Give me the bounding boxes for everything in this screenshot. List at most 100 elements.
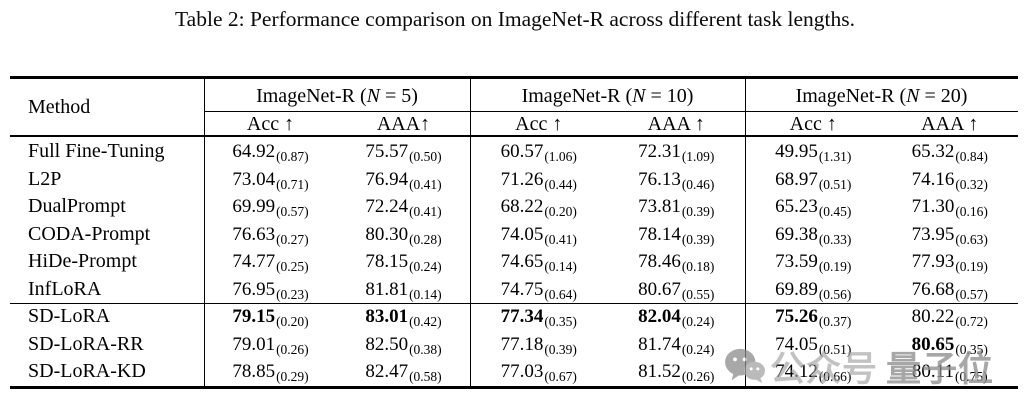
table-row: Full Fine-Tuning 64.92(0.87) 75.57(0.50) 60… bbox=[10, 138, 1018, 166]
table-row: DualPrompt 69.99(0.57) 72.24(0.41) 68.22(0.… bbox=[10, 193, 1018, 221]
metric-std: (0.50) bbox=[409, 149, 442, 164]
metric-std: (0.42) bbox=[409, 314, 442, 329]
metric-value: 77.34 bbox=[500, 306, 544, 327]
metric-value: 76.63 bbox=[232, 223, 276, 245]
metric-std: (0.39) bbox=[681, 231, 715, 247]
col-header-acc: Acc ↑ bbox=[246, 113, 295, 135]
metric-std: (0.19) bbox=[818, 259, 852, 274]
metric-value: 81.81 bbox=[365, 278, 409, 300]
col-header-acc: Acc ↑ bbox=[515, 113, 563, 135]
metric-cell: 80.11(0.75) bbox=[882, 358, 1019, 386]
metric-std: (0.44) bbox=[544, 176, 577, 192]
metric-value: 72.24 bbox=[365, 196, 409, 217]
header-rule bbox=[10, 135, 1018, 137]
metric-std: (0.71) bbox=[276, 176, 309, 192]
metric-std: (0.19) bbox=[955, 259, 988, 274]
metric-cell: 77.34(0.35) bbox=[470, 303, 608, 331]
metric-cell: 74.05(0.51) bbox=[745, 331, 882, 359]
metric-cell: 76.94(0.41) bbox=[337, 166, 470, 194]
section-divider bbox=[10, 303, 1018, 304]
metric-value: 71.30 bbox=[911, 196, 955, 217]
metric-cell: 69.99(0.57) bbox=[204, 193, 337, 221]
col-header-acc: Acc ↑ bbox=[789, 113, 837, 135]
metric-cell: 64.92(0.87) bbox=[204, 138, 337, 166]
metric-value: 75.26 bbox=[775, 306, 818, 327]
metric-std: (1.09) bbox=[681, 149, 715, 164]
metric-value: 74.12 bbox=[775, 361, 818, 383]
metric-value: 78.85 bbox=[232, 361, 276, 383]
table-row: L2P 73.04(0.71) 76.94(0.41) 71.26(0.44) 76.1… bbox=[10, 166, 1018, 194]
metric-value: 65.32 bbox=[911, 141, 955, 162]
metric-std: (0.66) bbox=[818, 369, 852, 385]
group-header-row: ImageNet-R (N = 5) ImageNet-R (N = 10) I… bbox=[10, 79, 1018, 111]
group-label: ImageNet-R ( bbox=[521, 85, 633, 107]
metric-value: 74.05 bbox=[500, 223, 544, 245]
metric-std: (0.32) bbox=[955, 176, 988, 192]
metric-value: 73.81 bbox=[638, 196, 681, 217]
metric-std: (0.26) bbox=[681, 369, 715, 385]
group-label: ImageNet-R ( bbox=[795, 85, 907, 107]
metric-value: 74.16 bbox=[911, 168, 955, 190]
metric-value: 78.46 bbox=[638, 251, 681, 272]
metric-value: 80.65 bbox=[911, 333, 955, 355]
group-header-n5: ImageNet-R (N = 5) bbox=[204, 79, 470, 111]
metric-std: (0.41) bbox=[409, 176, 442, 192]
math-var: N bbox=[366, 85, 380, 107]
metric-std: (0.26) bbox=[276, 341, 309, 357]
metric-cell: 83.01(0.42) bbox=[337, 303, 470, 331]
metric-std: (0.63) bbox=[955, 231, 988, 247]
table-row: SD-LoRA 79.15(0.20) 83.01(0.42) 77.34(0.35)… bbox=[10, 303, 1018, 331]
metric-value: 69.99 bbox=[232, 196, 276, 217]
metric-value: 69.38 bbox=[775, 223, 818, 245]
metric-std: (1.31) bbox=[818, 149, 852, 164]
metric-cell: 82.04(0.24) bbox=[608, 303, 746, 331]
metric-cell: 65.32(0.84) bbox=[882, 138, 1019, 166]
group-label: ImageNet-R ( bbox=[256, 85, 367, 107]
metric-value: 69.89 bbox=[775, 278, 818, 300]
metric-value: 80.30 bbox=[365, 223, 409, 245]
metric-std: (0.75) bbox=[954, 369, 988, 385]
metric-value: 73.95 bbox=[911, 223, 955, 245]
metric-std: (0.14) bbox=[409, 286, 442, 302]
col-header-aaa: AAA ↑ bbox=[921, 113, 979, 135]
group-header-spacer bbox=[10, 79, 204, 111]
metric-cell: 49.95(1.31) bbox=[745, 138, 882, 166]
metric-value: 81.52 bbox=[638, 361, 681, 383]
metric-std: (0.41) bbox=[544, 231, 577, 247]
metric-value: 74.05 bbox=[775, 333, 818, 355]
metric-cell: 73.04(0.71) bbox=[204, 166, 337, 194]
table-caption: Table 2: Performance comparison on Image… bbox=[175, 7, 855, 31]
metric-value: 74.75 bbox=[500, 278, 544, 300]
metric-cell: 79.15(0.20) bbox=[204, 303, 337, 331]
metric-value: 49.95 bbox=[775, 141, 818, 162]
metric-std: (0.41) bbox=[409, 204, 442, 219]
metric-std: (0.24) bbox=[681, 314, 715, 329]
metric-value: 74.65 bbox=[500, 251, 544, 272]
metric-std: (0.33) bbox=[818, 231, 852, 247]
metric-std: (0.57) bbox=[955, 286, 988, 302]
metric-cell: 74.77(0.25) bbox=[204, 248, 337, 276]
metric-cell: 71.26(0.44) bbox=[470, 166, 608, 194]
metric-std: (0.84) bbox=[955, 149, 988, 164]
metric-std: (0.51) bbox=[818, 176, 852, 192]
metric-cell: 82.47(0.58) bbox=[337, 358, 470, 386]
metric-std: (0.55) bbox=[681, 286, 715, 302]
metric-std: (0.24) bbox=[681, 341, 715, 357]
metric-cell: 74.16(0.32) bbox=[882, 166, 1019, 194]
header-underline bbox=[204, 111, 1018, 112]
metric-std: (0.46) bbox=[681, 176, 715, 192]
metric-value: 78.14 bbox=[638, 223, 681, 245]
metric-cell: 74.75(0.64) bbox=[470, 276, 608, 304]
group-label: = 20) bbox=[919, 85, 968, 107]
metric-cell: 75.26(0.37) bbox=[745, 303, 882, 331]
table-row: SD-LoRA-RR 79.01(0.26) 82.50(0.38) 77.18(0.… bbox=[10, 331, 1018, 359]
metric-value: 82.47 bbox=[365, 361, 409, 383]
metric-cell: 80.67(0.55) bbox=[608, 276, 746, 304]
metric-cell: 72.31(1.09) bbox=[608, 138, 746, 166]
metric-value: 76.68 bbox=[911, 278, 955, 300]
group-header-n10: ImageNet-R (N = 10) bbox=[470, 79, 745, 111]
column-divider bbox=[745, 79, 747, 386]
metric-value: 79.15 bbox=[232, 306, 276, 327]
table-row: CODA-Prompt 76.63(0.27) 80.30(0.28) 74.05(0… bbox=[10, 221, 1018, 249]
metric-value: 75.57 bbox=[365, 141, 409, 162]
